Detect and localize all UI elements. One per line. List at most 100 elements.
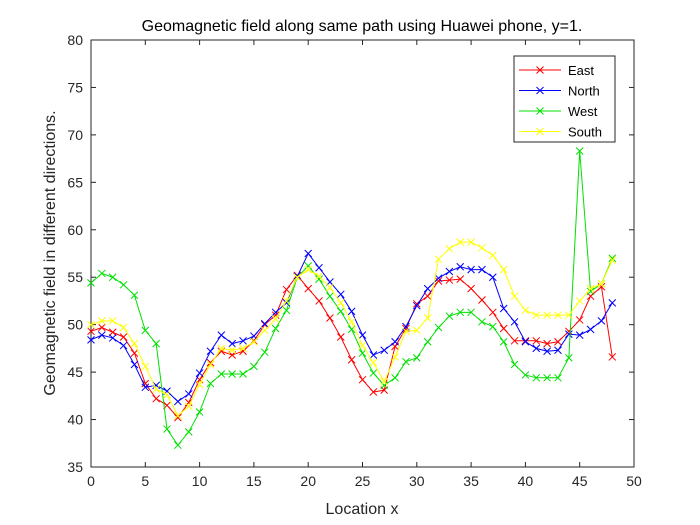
data-point-west <box>228 370 237 378</box>
data-point-south <box>108 317 117 325</box>
data-point-east <box>488 308 497 317</box>
data-point-south <box>575 297 584 305</box>
y-axis-label: Geomagnetic field in different direction… <box>42 110 59 395</box>
y-tick-label: 80 <box>67 32 83 48</box>
data-point-north <box>510 317 519 326</box>
legend-marker-north <box>536 86 544 95</box>
data-point-west <box>271 324 280 333</box>
x-tick-label: 15 <box>246 473 262 489</box>
data-point-east <box>174 413 182 422</box>
data-point-south <box>467 238 475 246</box>
y-tick-label: 50 <box>67 317 83 333</box>
x-tick-label: 45 <box>572 473 588 489</box>
data-point-west <box>119 280 128 289</box>
data-point-east <box>543 339 551 348</box>
data-point-east <box>119 333 128 341</box>
data-point-east <box>87 327 95 336</box>
y-tick-label: 70 <box>67 127 83 143</box>
data-point-east <box>554 337 562 346</box>
data-point-north <box>380 346 389 355</box>
data-point-north <box>434 274 443 283</box>
legend-label-north: North <box>568 84 600 99</box>
data-point-south <box>434 255 443 264</box>
data-point-north <box>108 334 117 342</box>
data-point-west <box>239 370 247 378</box>
data-point-south <box>358 341 367 350</box>
data-point-north <box>304 249 313 258</box>
data-point-north <box>564 330 573 339</box>
data-point-west <box>554 373 562 382</box>
x-tick-label: 35 <box>463 473 479 489</box>
data-point-north <box>315 263 323 272</box>
data-point-north <box>326 278 334 286</box>
y-tick-label: 60 <box>67 222 83 238</box>
data-point-north <box>608 298 617 307</box>
x-tick-label: 0 <box>87 473 95 489</box>
series-south <box>87 238 617 420</box>
data-point-north <box>260 319 269 328</box>
data-point-north <box>543 347 551 356</box>
data-point-east <box>336 333 345 341</box>
data-point-south <box>391 353 399 361</box>
data-point-east <box>445 276 454 284</box>
data-point-east <box>510 336 519 345</box>
data-point-west <box>564 354 573 362</box>
data-point-south <box>608 256 617 264</box>
y-tick-label: 45 <box>67 364 83 380</box>
data-point-north <box>130 360 139 369</box>
data-point-east <box>130 349 139 357</box>
data-point-west <box>358 349 367 357</box>
data-point-west <box>152 339 161 348</box>
data-point-north <box>141 383 150 392</box>
legend-marker-west <box>536 107 544 115</box>
data-point-north <box>195 369 204 377</box>
data-point-east <box>434 277 443 285</box>
data-point-north <box>369 351 378 359</box>
data-point-east <box>282 285 291 294</box>
data-point-north <box>412 301 421 310</box>
data-point-south <box>521 306 530 315</box>
data-point-north <box>239 336 247 345</box>
data-point-west <box>98 269 106 278</box>
data-point-south <box>326 283 334 292</box>
data-point-west <box>326 292 334 301</box>
data-point-east <box>141 379 150 388</box>
data-point-south <box>239 344 247 353</box>
data-point-west <box>108 273 117 282</box>
data-point-west <box>206 379 215 388</box>
data-point-south <box>282 297 291 305</box>
data-point-west <box>195 408 204 416</box>
data-point-west <box>130 291 139 300</box>
data-point-south <box>315 272 323 281</box>
data-point-south <box>271 315 280 323</box>
data-point-north <box>488 273 497 282</box>
y-tick-label: 65 <box>67 174 83 190</box>
data-point-south <box>250 337 258 346</box>
data-point-west <box>282 306 291 315</box>
data-point-east <box>184 398 193 407</box>
legend-marker-east <box>536 66 544 74</box>
data-point-north <box>336 290 345 299</box>
x-tick-label: 5 <box>141 473 149 489</box>
y-tick-label: 40 <box>67 412 83 428</box>
data-point-north <box>456 262 465 271</box>
axis-ticks: 0 5 10 15 20 25 30 35 40 45 50 35 40 45 50 55 60 65 70 75 80 <box>67 32 642 489</box>
data-point-south <box>141 362 150 371</box>
x-axis-label: Location x <box>326 501 399 518</box>
data-point-north <box>87 335 95 344</box>
data-point-north <box>423 284 432 293</box>
data-point-east <box>369 388 378 396</box>
legend-label-west: West <box>568 104 598 119</box>
data-point-east <box>271 311 280 320</box>
data-point-south <box>423 314 432 322</box>
data-point-north <box>499 304 508 313</box>
data-point-east <box>347 355 356 364</box>
data-point-south <box>206 360 215 369</box>
data-point-north <box>228 339 237 348</box>
legend: East North West South <box>513 55 616 143</box>
data-point-south <box>488 251 497 260</box>
data-point-west <box>260 348 269 357</box>
x-tick-label: 50 <box>626 473 642 489</box>
x-tick-label: 25 <box>355 473 371 489</box>
data-point-north <box>391 337 399 346</box>
